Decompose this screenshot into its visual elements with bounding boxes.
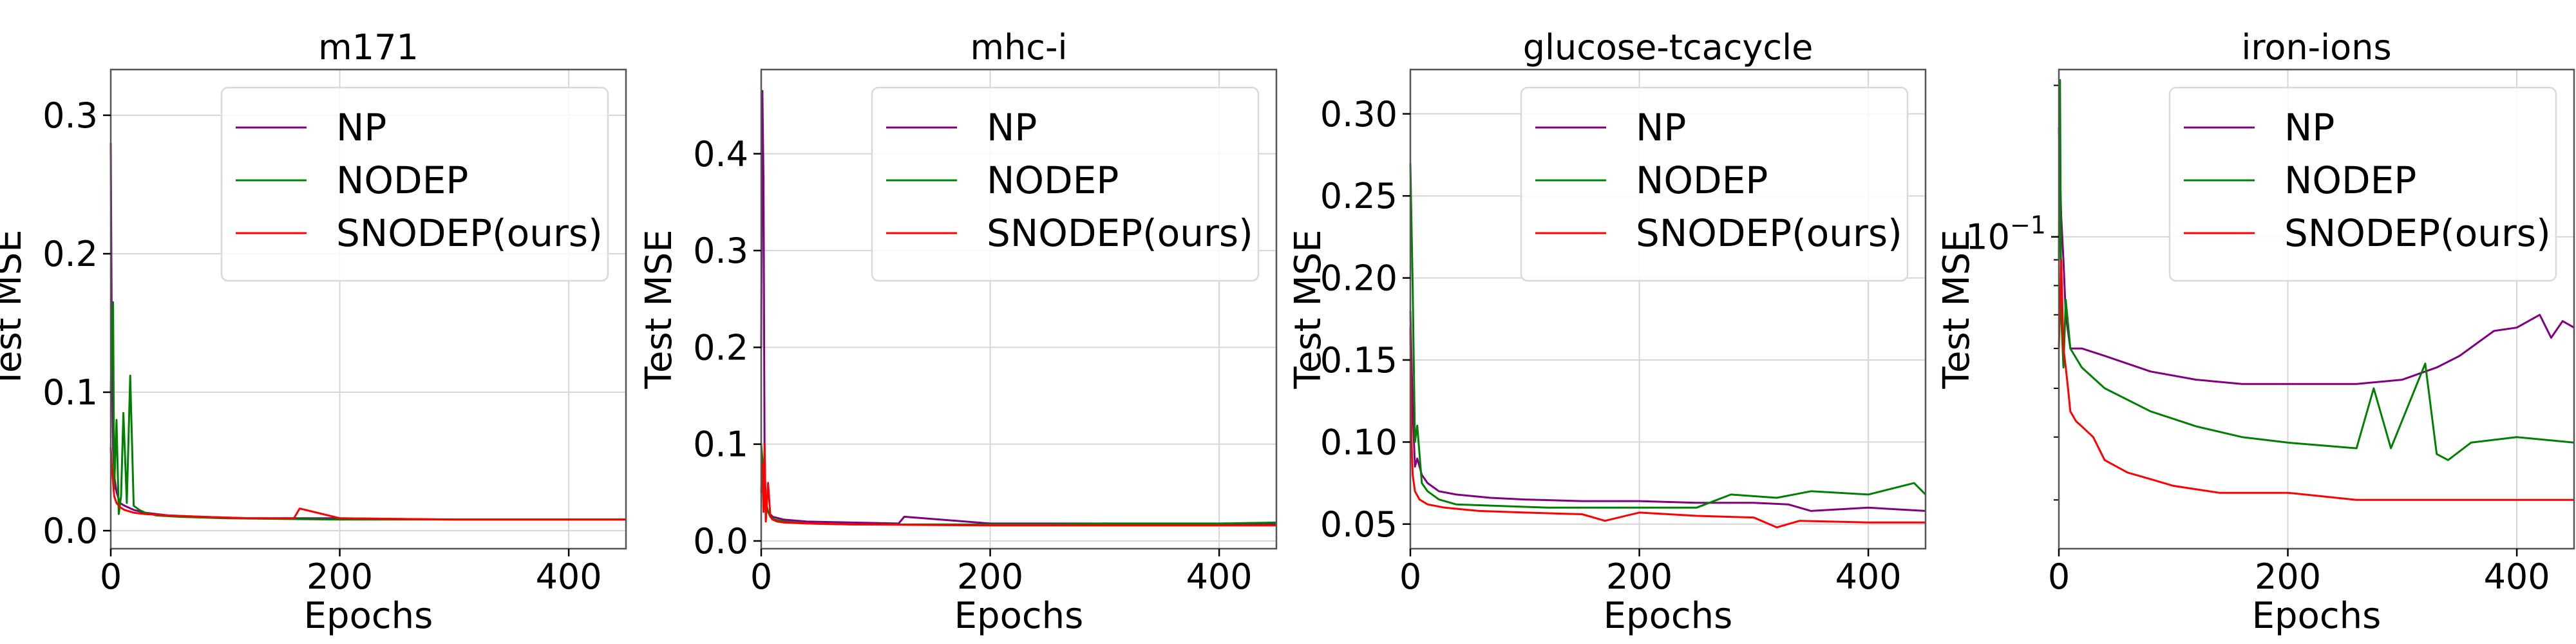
- y-tick-label: 0.30: [1320, 94, 1397, 135]
- legend-label: NODEP: [2284, 158, 2416, 202]
- x-tick-label: 400: [536, 556, 602, 597]
- subplot-2: 0 200 400 0.0 0.1 0.2 0.3 0.4 mhc-i Epochs Test MS…: [638, 27, 1278, 637]
- axes-frame: [2058, 68, 2575, 550]
- y-tick-label: 0.1: [693, 424, 748, 465]
- subplot-3: 0 200 400 0.05 0.10 0.15 0.20 0.25 0.30 glucose-t…: [1287, 27, 1927, 637]
- legend: NP NODEP SNODEP(ours): [1520, 86, 1909, 282]
- x-tick-label: 400: [2484, 556, 2550, 597]
- y-tick-label: 0.0: [43, 511, 98, 551]
- series-line-np: [1409, 310, 1926, 512]
- legend-label: NODEP: [987, 158, 1119, 202]
- x-tick-label: 400: [1186, 556, 1253, 597]
- series-line-snodep-ours: [109, 447, 626, 521]
- x-tick-label: 200: [2255, 556, 2321, 597]
- y-tick-label: 0.05: [1320, 504, 1397, 545]
- legend-label: SNODEP(ours): [1636, 211, 1902, 255]
- x-axis-label: Epochs: [304, 595, 433, 637]
- axes-frame: [1409, 68, 1927, 550]
- series-line-nodep: [109, 301, 626, 521]
- series-line-snodep-ours: [760, 443, 1276, 527]
- legend-label: NODEP: [1636, 158, 1768, 202]
- y-tick-label: 0.2: [693, 327, 748, 368]
- y-tick-label: 10−1: [1965, 211, 2046, 258]
- y-axis-label: Test MSE: [1936, 229, 1978, 389]
- x-tick-label: 200: [307, 556, 373, 597]
- legend-box: [220, 86, 609, 282]
- legend-label: NP: [336, 106, 386, 149]
- y-tick-label: 0.2: [43, 234, 98, 274]
- y-tick-label: 0.25: [1320, 176, 1397, 216]
- legend-box: [1520, 86, 1909, 282]
- x-tick-label: 0: [750, 556, 772, 597]
- legend: NP NODEP SNODEP(ours): [871, 86, 1260, 282]
- legend-label: NODEP: [336, 158, 468, 202]
- y-tick-label: 0.3: [43, 95, 98, 136]
- legend-label: SNODEP(ours): [987, 211, 1253, 255]
- y-tick-label: 0.3: [693, 231, 748, 271]
- x-tick-label: 0: [2048, 556, 2070, 597]
- axes-frame: [109, 68, 627, 550]
- chart-title: m171: [318, 27, 419, 68]
- y-axis-label: Test MSE: [1287, 229, 1329, 389]
- y-tick-label: 0.20: [1320, 258, 1397, 299]
- series-line-nodep: [1409, 163, 1927, 509]
- x-tick-label: 0: [1399, 556, 1421, 597]
- axes-frame: [760, 68, 1278, 550]
- x-tick-label: 200: [957, 556, 1023, 597]
- legend-label: NP: [1636, 106, 1686, 149]
- series-line-snodep-ours: [2058, 259, 2574, 501]
- y-tick-label: 0.10: [1320, 422, 1397, 462]
- chart-title: mhc-i: [970, 27, 1067, 68]
- x-axis-label: Epochs: [1604, 595, 1733, 637]
- x-tick-label: 200: [1606, 556, 1672, 597]
- chart-title: glucose-tcacycle: [1523, 27, 1814, 68]
- y-tick-label: 0.4: [693, 134, 748, 175]
- legend-label: NP: [2284, 106, 2334, 149]
- legend-box: [871, 86, 1260, 282]
- y-axis-label: Test MSE: [0, 229, 30, 389]
- legend-label: SNODEP(ours): [2284, 211, 2551, 255]
- subplot-4: 0 200 400 10−1 iron-ions Epochs Test MSE NP NODE…: [1936, 27, 2575, 637]
- x-tick-label: 400: [1835, 556, 1902, 597]
- legend-label: NP: [987, 106, 1037, 149]
- legend-label: SNODEP(ours): [336, 211, 603, 255]
- chart-title: iron-ions: [2241, 27, 2391, 68]
- y-tick-label: 0.1: [43, 372, 98, 413]
- y-axis-label: Test MSE: [638, 229, 680, 389]
- legend: NP NODEP SNODEP(ours): [220, 86, 609, 282]
- legend: NP NODEP SNODEP(ours): [2168, 86, 2557, 282]
- y-tick-label: 0.0: [693, 521, 748, 562]
- series-line-snodep-ours: [1409, 327, 1926, 529]
- x-axis-label: Epochs: [954, 595, 1084, 637]
- x-tick-label: 0: [100, 556, 122, 597]
- x-axis-label: Epochs: [2252, 595, 2382, 637]
- y-tick-label: 0.15: [1320, 340, 1397, 381]
- legend-box: [2168, 86, 2557, 282]
